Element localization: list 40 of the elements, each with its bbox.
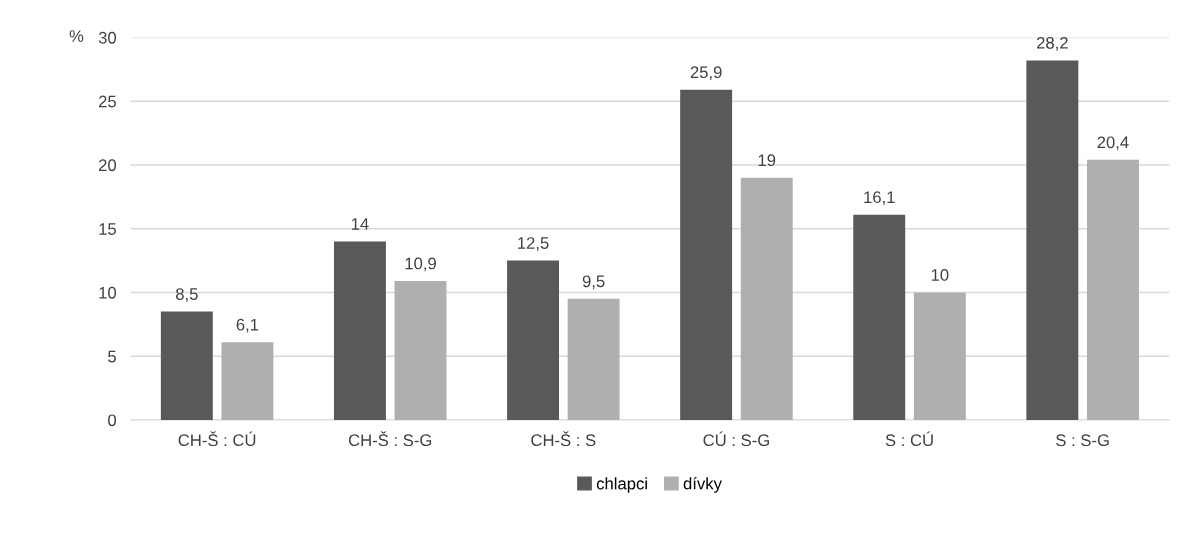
y-tick-label: 0 [108,414,117,427]
data-label: 12,5 [518,237,549,251]
x-tick-label: CH-Š : S [531,431,596,447]
data-label: 10,9 [405,257,436,272]
bar [507,260,559,420]
x-tick-label: CH-Š : CÚ [178,431,256,447]
y-tick-label: 5 [108,350,116,363]
data-label: 9,5 [582,275,605,290]
bar [394,280,447,420]
data-label: 16,1 [864,191,895,206]
x-tick-label: S : S-G [1056,434,1109,447]
x-tick-label: CÚ : S-G [703,431,769,447]
data-label: 25,9 [690,66,722,81]
legend-label: chlapci [596,477,647,493]
legend-label: dívky [683,477,722,493]
y-tick-label: 30 [98,31,117,44]
bar [160,311,213,420]
bar [853,214,906,420]
data-label: 14 [351,218,369,230]
y-tick-label: 20 [98,159,117,172]
bar [221,342,274,420]
data-label: 19 [758,154,776,167]
data-label: 8,5 [175,288,198,302]
bar [1026,60,1079,420]
data-label: 20,4 [1097,136,1129,151]
x-tick-label: S : CÚ [885,431,933,447]
bar [680,89,733,420]
bar [567,298,620,420]
bar [740,177,793,420]
bar [1086,159,1139,420]
x-tick-label: CH-Š : S-G [348,431,432,447]
y-tick-label: 10 [99,286,117,299]
data-label: 6,1 [236,318,259,333]
y-tick-label: 25 [98,95,116,108]
bar [913,292,966,420]
data-label: 10 [931,269,949,281]
data-label: 28,2 [1036,36,1068,51]
bar [333,241,386,420]
y-axis-title: % [69,30,84,42]
y-tick-label: 15 [99,223,116,235]
